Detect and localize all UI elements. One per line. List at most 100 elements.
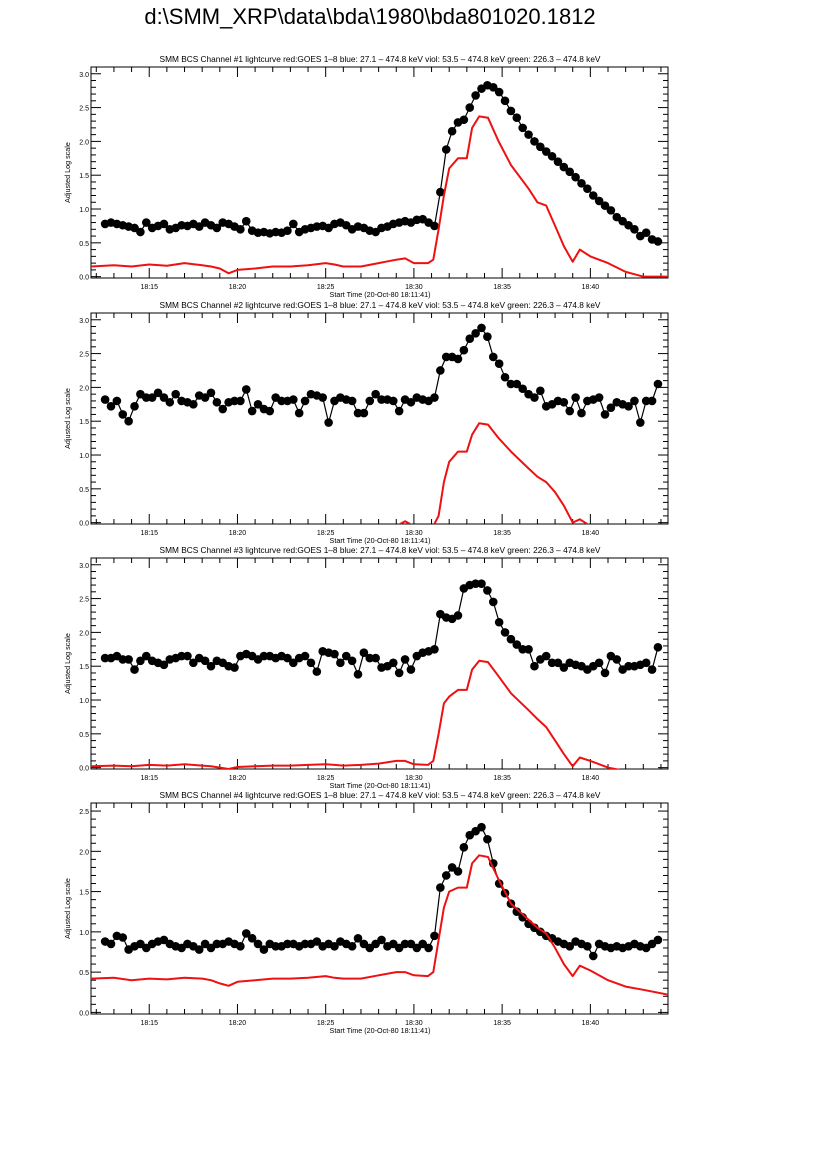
- bcs-data-point: [300, 396, 310, 406]
- bcs-data-point: [465, 334, 475, 343]
- bcs-data-point: [453, 354, 463, 364]
- bcs-data-point: [265, 406, 275, 416]
- bcs-data-point: [136, 656, 145, 666]
- bcs-data-point: [565, 406, 575, 416]
- x-tick-label: 18:20: [229, 284, 247, 291]
- bcs-data-point: [377, 395, 386, 404]
- y-tick-label: 1.0: [79, 930, 89, 937]
- bcs-data-point: [200, 393, 210, 402]
- goes-series-line: [91, 115, 668, 278]
- bcs-data-point: [300, 651, 310, 661]
- plot-area: [91, 80, 668, 278]
- y-tick-label: 1.0: [79, 698, 89, 705]
- bcs-data-point: [624, 402, 633, 411]
- bcs-data-point: [606, 206, 616, 215]
- bcs-data-point: [447, 126, 457, 136]
- bcs-data-point: [612, 655, 622, 664]
- x-tick-label: 18:35: [493, 1020, 511, 1027]
- bcs-data-point: [571, 172, 580, 182]
- bcs-data-point: [512, 640, 522, 649]
- x-tick-label: 18:35: [493, 284, 511, 291]
- bcs-data-point: [324, 418, 333, 427]
- bcs-data-point: [630, 396, 639, 406]
- bcs-data-point: [518, 644, 527, 654]
- bcs-data-point: [365, 653, 375, 663]
- x-tick-label: 18:25: [317, 530, 335, 537]
- x-tick-label: 18:30: [405, 530, 423, 537]
- x-tick-label: 18:40: [582, 1020, 600, 1027]
- bcs-data-point: [165, 397, 175, 407]
- x-tick-label: 18:30: [405, 284, 423, 291]
- bcs-data-point: [159, 219, 169, 229]
- bcs-data-point: [536, 386, 545, 396]
- x-axis-label: Start Time (20-Oct-80 18:11:41): [330, 1026, 431, 1035]
- plot-area: [100, 323, 663, 524]
- bcs-data-point: [283, 939, 292, 949]
- x-tick-label: 18:15: [140, 284, 158, 291]
- x-tick-label: 18:20: [229, 775, 247, 782]
- bcs-data-point: [359, 408, 369, 418]
- bcs-data-point: [283, 226, 292, 235]
- goes-series-line: [91, 659, 621, 769]
- y-tick-label: 1.0: [79, 207, 89, 214]
- bcs-data-point: [524, 644, 533, 654]
- bcs-data-point: [118, 410, 128, 419]
- bcs-data-point: [577, 179, 586, 188]
- bcs-data-point: [636, 418, 645, 427]
- bcs-data-point: [488, 597, 498, 607]
- panel-title: SMM BCS Channel #1 lightcurve red:GOES 1…: [160, 54, 601, 64]
- chart-panel-1: SMM BCS Channel #1 lightcurve red:GOES 1…: [63, 54, 669, 299]
- bcs-data-point: [283, 653, 292, 663]
- bcs-data-point: [247, 933, 257, 943]
- bcs-data-point: [653, 379, 663, 389]
- goes-series-line: [397, 422, 590, 524]
- bcs-data-point: [641, 658, 651, 668]
- bcs-data-point: [471, 91, 480, 100]
- bcs-data-point: [141, 651, 151, 661]
- bcs-data-point: [441, 352, 451, 362]
- bcs-data-point: [577, 408, 586, 418]
- bcs-data-point: [388, 396, 398, 406]
- x-tick-label: 18:40: [582, 775, 600, 782]
- bcs-data-point: [430, 393, 439, 402]
- bcs-data-point: [494, 359, 504, 369]
- y-tick-label: 2.5: [79, 106, 89, 113]
- y-tick-label: 0.5: [79, 732, 89, 739]
- chart-panel-4: SMM BCS Channel #4 lightcurve red:GOES 1…: [63, 790, 669, 1035]
- bcs-data-point: [400, 939, 410, 949]
- bcs-data-point: [259, 945, 269, 954]
- bcs-data-point: [406, 665, 416, 674]
- bcs-data-point: [106, 939, 116, 949]
- plot-frame: [90, 557, 669, 770]
- panel-title: SMM BCS Channel #3 lightcurve red:GOES 1…: [160, 545, 601, 555]
- bcs-data-point: [430, 221, 439, 231]
- bcs-data-point: [189, 658, 198, 668]
- bcs-data-point: [512, 379, 522, 389]
- bcs-data-point: [241, 929, 251, 938]
- x-axis-label: Start Time (20-Oct-80 18:11:41): [330, 781, 431, 790]
- bcs-data-point: [377, 935, 386, 945]
- bcs-data-point: [600, 668, 610, 678]
- bcs-data-point: [406, 397, 416, 407]
- bcs-data-point: [500, 96, 510, 106]
- x-tick-label: 18:25: [317, 1020, 335, 1027]
- bcs-data-point: [100, 395, 110, 404]
- bcs-data-point: [506, 379, 516, 389]
- y-tick-label: 2.0: [79, 630, 89, 637]
- bcs-data-point: [553, 658, 563, 668]
- bcs-data-point: [341, 651, 351, 661]
- bcs-data-point: [388, 658, 398, 668]
- bcs-data-point: [424, 943, 433, 953]
- bcs-data-point: [141, 218, 151, 227]
- bcs-data-point: [488, 82, 498, 92]
- bcs-data-point: [494, 617, 504, 627]
- page-title: d:\SMM_XRP\data\bda\1980\bda801020.1812: [144, 4, 596, 29]
- bcs-data-point: [318, 393, 328, 402]
- bcs-data-point: [277, 396, 286, 406]
- x-tick-label: 18:40: [582, 530, 600, 537]
- bcs-data-point: [183, 651, 192, 661]
- bcs-data-point: [359, 648, 369, 657]
- chart-panel-3: SMM BCS Channel #3 lightcurve red:GOES 1…: [63, 545, 669, 790]
- bcs-data-point: [436, 187, 445, 197]
